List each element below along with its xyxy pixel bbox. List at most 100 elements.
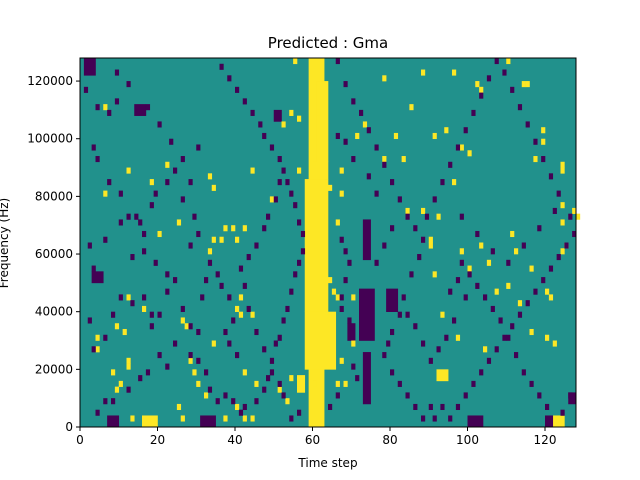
heatmap-cell-low [405, 392, 410, 399]
heatmap-cell-high [339, 167, 344, 174]
heatmap-cell-low [572, 230, 577, 238]
heatmap-cell-low [242, 403, 247, 411]
heatmap-cell-low [486, 75, 492, 82]
heatmap-cell-low [421, 340, 426, 347]
heatmap-cell-high [444, 127, 449, 134]
heatmap-cell-high [351, 340, 356, 347]
heatmap-cell-high [250, 167, 255, 174]
heatmap-cell-high [211, 184, 216, 191]
heatmap-cell-high [285, 398, 290, 405]
heatmap-cell-low [556, 190, 561, 197]
heatmap-cell-low [374, 190, 379, 197]
heatmap-cell-low [428, 357, 433, 364]
heatmap-cell-low [521, 242, 526, 249]
heatmap-cell-high [293, 58, 298, 65]
heatmap-cell-low [366, 127, 371, 134]
heatmap-cell-high [277, 386, 282, 393]
heatmap-cell-low [157, 311, 162, 318]
heatmap-cell-low [386, 288, 399, 312]
heatmap-cell-low [227, 340, 232, 347]
heatmap-cell-low [180, 196, 185, 203]
heatmap-cell-high [211, 340, 216, 347]
heatmap-cell-low [386, 340, 391, 347]
heatmap-cell-high [126, 357, 131, 364]
heatmap-cell-low [269, 357, 275, 364]
heatmap-cell-high [223, 415, 228, 422]
heatmap-cell-low [111, 398, 116, 405]
heatmap-cell-high [242, 225, 247, 232]
heatmap-cell-high [560, 219, 565, 226]
heatmap-cell-high [335, 380, 340, 387]
heatmap-cell-high [436, 369, 449, 382]
heatmap-cell-high [211, 236, 216, 243]
heatmap-cell-low [413, 323, 418, 330]
heatmap-cell-low [149, 202, 154, 209]
heatmap-cell-low [533, 138, 538, 145]
heatmap-cell-high [339, 190, 344, 197]
heatmap-cell-low [459, 213, 464, 220]
heatmap-cell-low [165, 288, 170, 295]
heatmap-cell-low [397, 380, 402, 387]
heatmap-cell-low [343, 277, 348, 284]
heatmap-cell-high [506, 282, 511, 289]
heatmap-cell-high [316, 81, 329, 163]
heatmap-cell-low [548, 265, 554, 272]
heatmap-cell-low [328, 403, 333, 411]
heatmap-cell-low [335, 58, 340, 65]
heatmap-cell-low [448, 161, 453, 168]
heatmap-cell-high [494, 288, 499, 295]
heatmap-cell-low [219, 282, 224, 289]
heatmap-cell-high [297, 167, 302, 174]
heatmap-cell-high [238, 294, 244, 301]
heatmap-cell-high [297, 375, 306, 393]
heatmap-cell-high [572, 207, 577, 214]
heatmap-cell-high [126, 294, 131, 301]
heatmap-cell-high [440, 311, 445, 318]
heatmap-cell-low [289, 190, 294, 197]
heatmap-cell-low [142, 230, 147, 238]
heatmap-cell-low [269, 369, 275, 376]
heatmap-cell-low [413, 403, 418, 411]
heatmap-cell-low [262, 346, 267, 353]
heatmap-cell-low [250, 109, 255, 116]
heatmap-cell-high [401, 156, 406, 163]
heatmap-cell-low [390, 225, 395, 232]
heatmap-cell-low [444, 334, 449, 341]
heatmap-cell-high [452, 69, 457, 76]
heatmap-cell-high [207, 173, 213, 180]
heatmap-cell-low [455, 277, 461, 284]
heatmap-cell-low [118, 190, 123, 197]
heatmap-cell-low [118, 294, 123, 301]
heatmap-cell-low [83, 58, 96, 76]
heatmap-cell-high [533, 156, 538, 163]
heatmap-cell-low [200, 294, 205, 301]
heatmap-cell-low [428, 403, 433, 411]
heatmap-cell-low [145, 104, 151, 111]
heatmap-cell-high [176, 403, 182, 411]
heatmap-cell-low [142, 294, 147, 301]
heatmap-cell-high [103, 104, 108, 111]
heatmap-cell-low [347, 259, 352, 266]
heatmap-cell-low [227, 75, 232, 82]
heatmap-cell-low [560, 409, 565, 416]
heatmap-cell-high [235, 403, 240, 411]
heatmap-cell-low [541, 277, 546, 284]
heatmap-cell-low [173, 277, 178, 284]
x-tick-label: 80 [382, 433, 397, 447]
heatmap-cell-low [223, 328, 228, 336]
heatmap-cell-low [351, 363, 356, 370]
x-axis-label: Time step [297, 456, 357, 470]
heatmap-cell-low [107, 109, 112, 116]
heatmap-cell-high [541, 127, 546, 134]
heatmap-cell-low [343, 81, 348, 88]
heatmap-cell-high [545, 288, 550, 295]
heatmap-cell-low [533, 288, 538, 295]
heatmap-cell-high [529, 328, 534, 336]
heatmap-cell-low [95, 409, 100, 416]
heatmap-cell-low [440, 403, 445, 411]
heatmap-cell-low [475, 230, 480, 238]
heatmap-cell-low [486, 357, 492, 364]
heatmap-cell-low [204, 277, 209, 284]
heatmap-cell-high [204, 392, 209, 399]
heatmap-cell-high [560, 202, 565, 209]
